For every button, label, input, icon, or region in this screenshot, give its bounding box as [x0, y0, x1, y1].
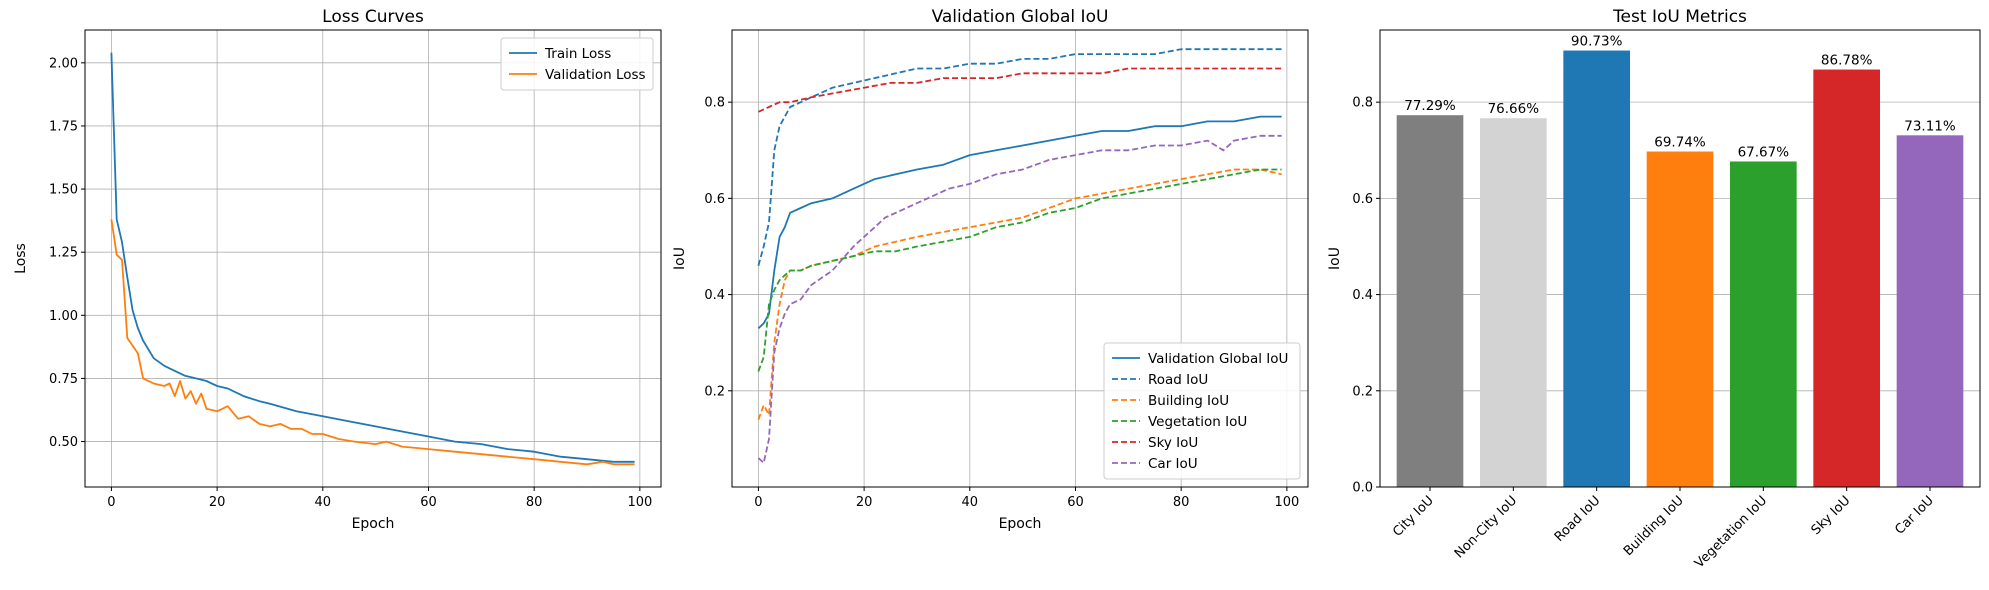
- chart-2: 0 20 40 60 80 100 0.2 0.4 0.6 0.8 Validation Globa…: [672, 7, 1309, 532]
- y-tick-label: 0.4: [1352, 288, 1373, 303]
- legend-label: Car IoU: [1148, 456, 1198, 472]
- y-tick-label: 0.8: [704, 96, 725, 111]
- bar-city-iou: [1396, 115, 1464, 487]
- x-tick-label: 80: [1173, 495, 1190, 510]
- bar-value-label: 77.29%: [1404, 98, 1456, 114]
- bar-vegetation-iou: [1730, 161, 1797, 487]
- x-tick-label: 60: [420, 495, 437, 510]
- legend-label: Vegetation IoU: [1148, 414, 1247, 430]
- x-tick-label: City IoU: [1390, 493, 1437, 540]
- x-tick-label: Non-City IoU: [1452, 493, 1520, 561]
- x-tick-label: 40: [962, 495, 979, 510]
- x-tick-label: 100: [627, 495, 652, 510]
- y-tick-label: 0.8: [1352, 96, 1373, 111]
- x-tick-label: Sky IoU: [1809, 493, 1854, 538]
- series-line-sky-iou: [758, 67, 1282, 113]
- legend-label: Road IoU: [1148, 372, 1208, 388]
- y-tick-label: 0.75: [49, 372, 78, 387]
- legend-box: [500, 37, 654, 91]
- x-axis-label: Epoch: [999, 516, 1042, 532]
- x-tick-label: Car IoU: [1892, 493, 1936, 537]
- bar-value-label: 90.73%: [1571, 34, 1623, 50]
- chart-2-frame: [731, 29, 1309, 488]
- series-line-building-iou: [757, 168, 1282, 421]
- y-tick-label: 0.4: [704, 288, 725, 303]
- chart-title: Loss Curves: [322, 7, 424, 27]
- bar-value-label: 73.11%: [1904, 118, 1956, 134]
- y-axis-label: IoU: [672, 247, 688, 270]
- x-tick-label: 40: [315, 495, 332, 510]
- legend-label: Train Loss: [544, 46, 611, 62]
- x-tick-label: 20: [856, 495, 873, 510]
- y-tick-label: 2.00: [49, 56, 78, 71]
- legend-box: [1103, 342, 1301, 480]
- y-axis-label: IoU: [1327, 247, 1343, 270]
- legend: Train Loss Validation Loss: [500, 37, 654, 91]
- series-line-validation-loss: [110, 219, 635, 466]
- x-tick-label: 80: [526, 495, 543, 510]
- bar-non-city-iou: [1480, 118, 1547, 488]
- chart-1: 0 20 40 60 80 100 0.50 0.75 1.00 1.25 1.50 1.75 2.00…: [13, 7, 662, 532]
- series-line-vegetation-iou: [757, 168, 1282, 372]
- y-tick-label: 1.75: [49, 119, 78, 134]
- x-tick-label: 100: [1274, 495, 1299, 510]
- series-line-train-loss: [110, 52, 635, 463]
- y-tick-label: 0.2: [704, 384, 725, 399]
- bar-sky-iou: [1813, 69, 1880, 487]
- x-tick-label: Building IoU: [1621, 493, 1687, 559]
- chart-3: 0.0 0.2 0.4 0.6 0.8 77.29% City IoU 76.66% Non-C…: [1327, 7, 1981, 571]
- y-tick-label: 0.50: [49, 435, 78, 450]
- bar-value-label: 67.67%: [1738, 144, 1790, 160]
- bar-car-iou: [1896, 135, 1964, 487]
- x-tick-label: 60: [1067, 495, 1084, 510]
- legend-label: Validation Global IoU: [1148, 351, 1288, 367]
- y-tick-label: 1.25: [49, 246, 78, 261]
- series-line-car-iou: [757, 134, 1282, 464]
- bar-road-iou: [1563, 50, 1630, 487]
- x-tick-label: 20: [209, 495, 226, 510]
- series-line-road-iou: [757, 48, 1282, 266]
- legend: Validation Global IoU Road IoU Building Io…: [1103, 342, 1301, 480]
- chart-3-frame: [1379, 29, 1981, 488]
- x-tick-label: 0: [754, 495, 762, 510]
- bar-value-label: 76.66%: [1488, 101, 1540, 117]
- bar-value-label: 69.74%: [1654, 135, 1706, 151]
- y-tick-label: 0.6: [704, 192, 725, 207]
- legend-label: Validation Loss: [545, 67, 646, 83]
- bar-value-label: 86.78%: [1821, 53, 1873, 69]
- x-tick-label: Vegetation IoU: [1692, 493, 1770, 571]
- legend-label: Sky IoU: [1148, 435, 1198, 451]
- chart-title: Validation Global IoU: [932, 7, 1109, 27]
- chart-1-frame: [84, 29, 662, 488]
- y-tick-label: 1.50: [49, 183, 78, 198]
- x-axis-label: Epoch: [352, 516, 395, 532]
- y-tick-label: 1.00: [49, 309, 78, 324]
- y-tick-label: 0.2: [1352, 384, 1373, 399]
- x-tick-label: Road IoU: [1552, 493, 1604, 545]
- y-tick-label: 0.0: [1352, 481, 1373, 496]
- bar-building-iou: [1646, 151, 1714, 487]
- legend-label: Building IoU: [1148, 393, 1229, 409]
- chart-title: Test IoU Metrics: [1612, 7, 1747, 27]
- y-axis-label: Loss: [13, 243, 29, 274]
- y-tick-label: 0.6: [1352, 192, 1373, 207]
- x-tick-label: 0: [107, 495, 115, 510]
- series-line-validation-global-iou: [757, 115, 1282, 329]
